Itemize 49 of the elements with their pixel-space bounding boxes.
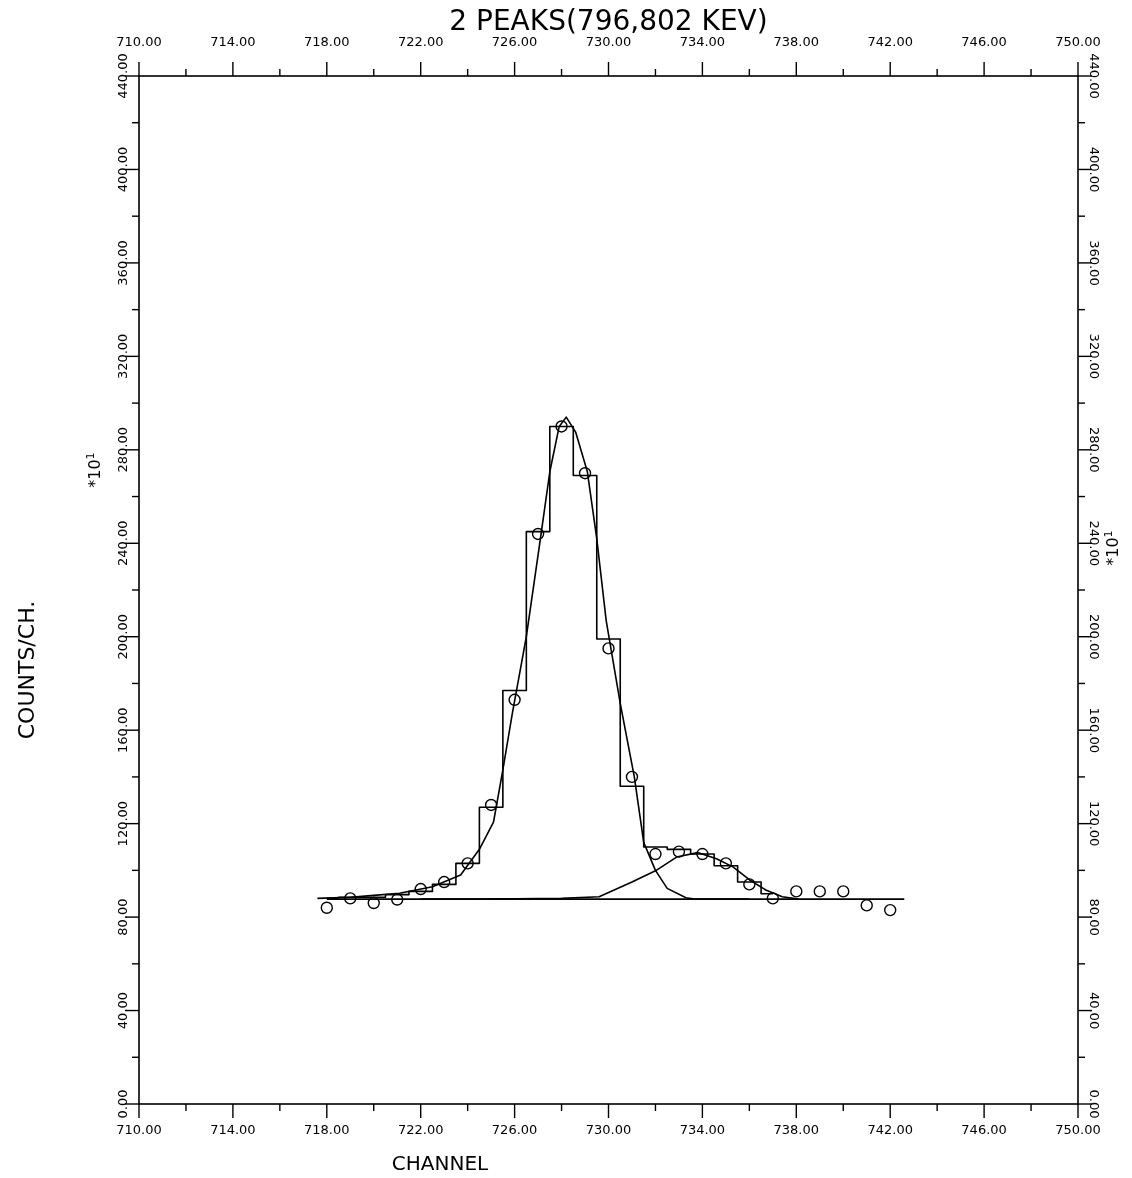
y2-tick-label: 400.00 (1087, 146, 1102, 193)
y-tick-label: 40.00 (115, 991, 130, 1030)
y2-tick-label: 120.00 (1087, 800, 1102, 847)
x-tick-label: 722.00 (397, 1122, 444, 1137)
chart-title: 2 PEAKS(796,802 KEV) (449, 4, 768, 37)
x-tick-label: 750.00 (1055, 1122, 1101, 1137)
y-tick-label: 400.00 (115, 146, 130, 193)
y-tick-label: 0.00 (115, 1089, 130, 1119)
y-tick-label: 80.00 (115, 898, 130, 936)
y2-tick-label: 160.00 (1087, 707, 1102, 753)
x2-tick-label: 750.00 (1055, 34, 1101, 49)
x-axis-title: CHANNEL (391, 1151, 490, 1175)
x-tick-label: 734.00 (679, 1122, 726, 1137)
y-tick-label: 320.00 (115, 333, 130, 380)
y2-tick-label: 280.00 (1087, 427, 1102, 473)
y2-tick-label: 40.00 (1087, 991, 1102, 1030)
y2-tick-label: 200.00 (1087, 613, 1102, 660)
y2-tick-label: 240.00 (1087, 520, 1102, 567)
y2-tick-label: 440.00 (1087, 53, 1102, 99)
x2-tick-label: 726.00 (491, 34, 538, 49)
y-tick-label: 440.00 (115, 53, 130, 99)
x2-tick-label: 718.00 (304, 34, 350, 49)
x2-tick-label: 746.00 (961, 34, 1007, 49)
y-tick-label: 160.00 (115, 707, 130, 753)
y2-tick-label: 80.00 (1087, 898, 1102, 936)
x2-tick-label: 742.00 (867, 34, 913, 49)
y-tick-label: 360.00 (115, 240, 130, 286)
x2-tick-label: 714.00 (210, 34, 256, 49)
x2-tick-label: 738.00 (773, 34, 820, 49)
x-tick-label: 742.00 (867, 1122, 913, 1137)
y-tick-label: 120.00 (115, 800, 130, 847)
x2-tick-label: 710.00 (116, 34, 162, 49)
y2-tick-label: 320.00 (1087, 333, 1102, 380)
x2-tick-label: 734.00 (679, 34, 726, 49)
x-tick-label: 718.00 (304, 1122, 350, 1137)
y2-tick-label: 360.00 (1087, 240, 1102, 286)
y-tick-label: 280.00 (115, 427, 130, 473)
x-tick-label: 738.00 (773, 1122, 820, 1137)
x2-tick-label: 730.00 (585, 34, 632, 49)
x-tick-label: 714.00 (210, 1122, 256, 1137)
y2-tick-label: 0.00 (1087, 1089, 1102, 1119)
y-axis-title: COUNTS/CH. (14, 600, 39, 740)
x-tick-label: 730.00 (585, 1122, 632, 1137)
y-tick-label: 200.00 (115, 613, 130, 660)
x-tick-label: 726.00 (491, 1122, 538, 1137)
x-tick-label: 746.00 (961, 1122, 1007, 1137)
x-tick-label: 710.00 (116, 1122, 162, 1137)
y-tick-label: 240.00 (115, 520, 130, 567)
x2-tick-label: 722.00 (397, 34, 444, 49)
